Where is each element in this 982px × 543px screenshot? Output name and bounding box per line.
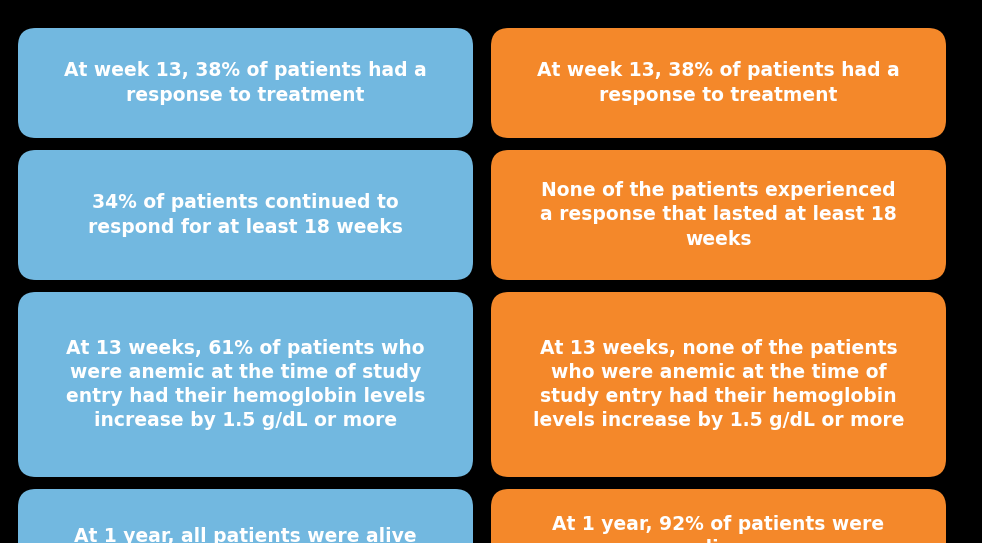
FancyBboxPatch shape (18, 292, 473, 477)
Text: None of the patients experienced
a response that lasted at least 18
weeks: None of the patients experienced a respo… (540, 181, 897, 249)
FancyBboxPatch shape (491, 489, 946, 543)
Text: At 1 year, 92% of patients were
alive: At 1 year, 92% of patients were alive (553, 515, 885, 543)
Text: At 1 year, all patients were alive: At 1 year, all patients were alive (75, 527, 416, 543)
Text: At 13 weeks, none of the patients
who were anemic at the time of
study entry had: At 13 weeks, none of the patients who we… (533, 339, 904, 431)
FancyBboxPatch shape (18, 150, 473, 280)
Text: 34% of patients continued to
respond for at least 18 weeks: 34% of patients continued to respond for… (88, 193, 403, 237)
Text: At week 13, 38% of patients had a
response to treatment: At week 13, 38% of patients had a respon… (537, 61, 900, 105)
FancyBboxPatch shape (491, 150, 946, 280)
FancyBboxPatch shape (491, 292, 946, 477)
Text: At week 13, 38% of patients had a
response to treatment: At week 13, 38% of patients had a respon… (64, 61, 427, 105)
Text: At 13 weeks, 61% of patients who
were anemic at the time of study
entry had thei: At 13 weeks, 61% of patients who were an… (66, 339, 425, 431)
FancyBboxPatch shape (491, 28, 946, 138)
FancyBboxPatch shape (18, 489, 473, 543)
FancyBboxPatch shape (18, 28, 473, 138)
